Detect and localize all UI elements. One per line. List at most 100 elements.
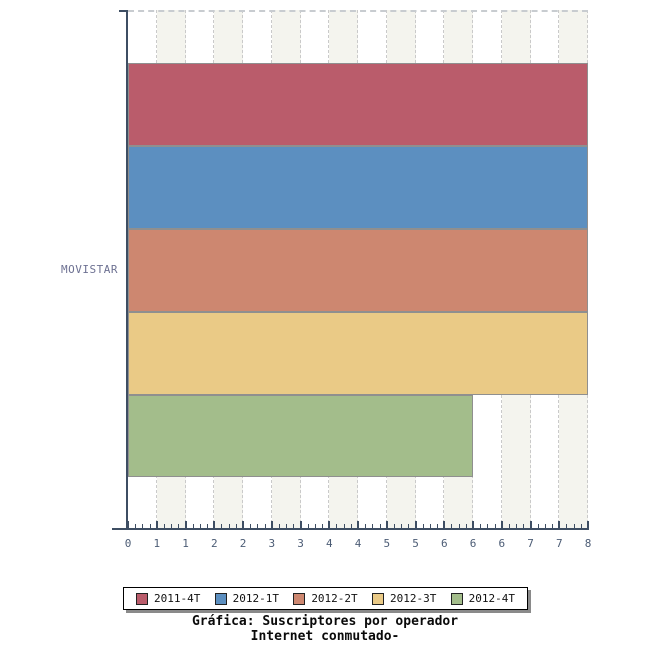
x-tick-label: 7 [555, 537, 563, 550]
x-minor-tick [163, 524, 165, 528]
x-minor-tick [516, 524, 518, 528]
x-tick-label: 1 [153, 537, 161, 550]
x-tick-label: 6 [498, 537, 506, 550]
plot-area [128, 10, 588, 528]
legend-item-2011-4T: 2011-4T [136, 592, 200, 605]
x-tick-label: 8 [584, 537, 592, 550]
x-minor-tick [278, 524, 280, 528]
x-tick-label: 2 [239, 537, 247, 550]
y-axis-line [126, 10, 128, 530]
x-minor-tick [552, 524, 554, 528]
x-minor-tick [293, 524, 295, 528]
x-major-tick [213, 521, 216, 528]
legend-item-2012-2T: 2012-2T [293, 592, 358, 605]
x-major-tick [443, 521, 446, 528]
x-minor-tick [537, 524, 539, 528]
x-minor-tick [250, 524, 252, 528]
x-major-tick [500, 521, 503, 528]
x-minor-tick [264, 524, 266, 528]
legend-swatch [371, 592, 384, 605]
x-major-tick [357, 521, 359, 528]
chart-title: Gráfica: Suscriptores por operador [191, 614, 459, 629]
x-minor-tick [408, 524, 410, 528]
x-minor-tick [336, 524, 338, 528]
x-major-tick [184, 521, 187, 528]
x-minor-tick [393, 524, 395, 528]
x-major-tick [472, 521, 474, 528]
legend-label: 2011-4T [154, 592, 201, 605]
x-tick-label: 2 [210, 537, 218, 550]
x-minor-tick [178, 524, 180, 528]
x-minor-tick [422, 524, 424, 528]
x-minor-tick [257, 524, 259, 528]
x-tick-label: 0 [124, 537, 132, 550]
x-major-tick [385, 521, 388, 528]
x-minor-tick [480, 524, 482, 528]
x-minor-tick [465, 524, 467, 528]
x-tick-label: 5 [383, 537, 391, 550]
x-tick-label: 4 [325, 537, 333, 550]
x-minor-tick [307, 524, 309, 528]
x-minor-tick [343, 524, 345, 528]
x-minor-tick [429, 524, 431, 528]
x-minor-tick [221, 524, 223, 528]
x-tick-label: 6 [469, 537, 477, 550]
legend-swatch [136, 592, 148, 605]
bar-2012-2T [128, 228, 588, 312]
x-minor-tick [451, 524, 453, 528]
bar-2012-3T [128, 311, 588, 395]
x-tick-label: 1 [182, 537, 189, 550]
y-axis-top-tick [119, 10, 127, 12]
x-minor-tick [437, 524, 439, 528]
x-minor-tick [523, 524, 525, 528]
x-minor-tick [235, 524, 237, 528]
legend-label: 2012-1T [232, 592, 280, 605]
x-minor-tick [199, 524, 201, 528]
legend-item-2012-3T: 2012-3T [371, 592, 436, 605]
legend-swatch [214, 592, 227, 605]
bar-2012-1T [128, 145, 588, 229]
legend-item-2012-4T: 2012-4T [450, 592, 515, 605]
x-major-tick [529, 521, 532, 528]
legend-swatch [293, 592, 306, 605]
x-minor-tick [458, 524, 460, 528]
x-minor-tick [171, 524, 173, 528]
x-minor-tick [372, 524, 374, 528]
x-minor-tick [544, 524, 546, 528]
x-minor-tick [401, 524, 403, 528]
x-minor-tick [379, 524, 381, 528]
x-tick-label: 6 [440, 537, 448, 550]
x-minor-tick [149, 524, 151, 528]
x-minor-tick [573, 524, 575, 528]
x-major-tick [155, 521, 158, 528]
x-minor-tick [314, 524, 316, 528]
x-minor-tick [494, 524, 496, 528]
x-major-tick [414, 521, 417, 528]
x-minor-tick [580, 524, 582, 528]
x-tick-label: 7 [527, 537, 534, 550]
chart-subtitle: Internet conmutado- [250, 629, 400, 644]
x-major-tick [242, 521, 244, 528]
legend-item-2012-1T: 2012-1T [214, 592, 280, 605]
x-minor-tick [566, 524, 568, 528]
x-major-tick [127, 521, 129, 528]
bar-2011-4T [128, 63, 588, 146]
x-major-tick [587, 521, 589, 528]
chart-title-block: Gráfica: Suscriptores por operador Inter… [0, 614, 650, 644]
x-minor-tick [322, 524, 324, 528]
x-major-tick [270, 521, 273, 528]
x-tick-label: 3 [297, 537, 304, 550]
x-axis-line [112, 528, 589, 530]
x-major-tick [328, 521, 331, 528]
x-minor-tick [207, 524, 209, 528]
x-tick-label: 3 [268, 537, 276, 550]
legend-label: 2012-4T [468, 592, 515, 605]
x-minor-tick [192, 524, 194, 528]
legend: 2011-4T 2012-1T 2012-2T 2012-3T 2012-4T [123, 587, 528, 610]
legend-swatch [450, 592, 463, 605]
bar-2012-4T [128, 394, 473, 478]
x-minor-tick [508, 524, 510, 528]
x-minor-tick [142, 524, 144, 528]
plot-top-border [128, 10, 588, 12]
